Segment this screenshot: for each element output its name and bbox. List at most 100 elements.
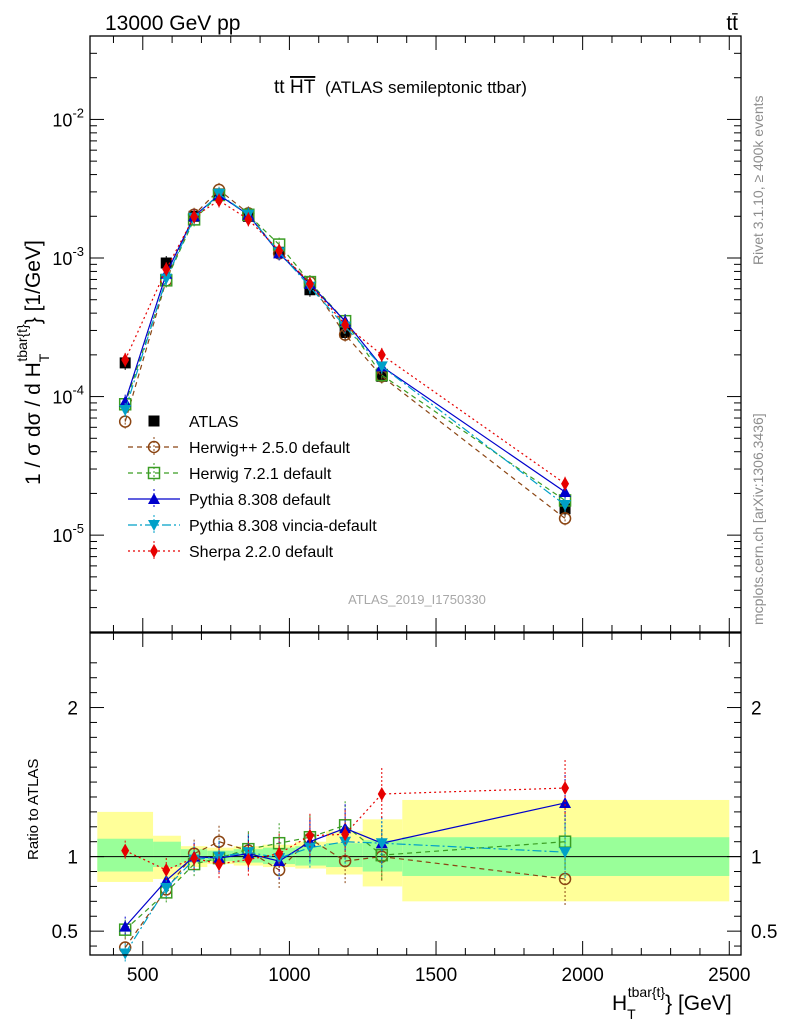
rivet-label: Rivet 3.1.10, ≥ 400k events (750, 95, 766, 265)
ylabel-part-b: } [1/GeV] (22, 240, 45, 324)
y-tick-label: 10-5 (52, 521, 84, 546)
series-line (124, 194, 566, 493)
ratio-y-tick-label: 0.5 (52, 922, 78, 943)
legend-item-data: ATLAS (148, 414, 239, 431)
ratio-frame (89, 632, 742, 956)
title-main: tt (274, 77, 285, 98)
xlabel-sub: T (627, 1006, 636, 1022)
legend-item-herwig7: Herwig 7.2.1 default (128, 463, 332, 483)
main-frame (89, 35, 742, 633)
legend-marker (147, 440, 161, 454)
plot-title: tt HT (ATLAS semileptonic ttbar) (274, 77, 527, 98)
series-line (124, 837, 566, 948)
ylabel-sub: T (36, 353, 52, 362)
data-point (160, 882, 173, 894)
ratio-y-tick-label: 1 (67, 848, 78, 869)
series-line (124, 824, 566, 931)
data-point (558, 512, 572, 525)
legend-label: Herwig 7.2.1 default (189, 466, 332, 483)
xlabel-part-b: } [GeV] (665, 992, 732, 1015)
data-point (119, 920, 132, 932)
legend-label: Sherpa 2.2.0 default (189, 544, 334, 561)
legend-label: Pythia 8.308 vincia-default (189, 518, 377, 535)
data-point (215, 193, 224, 208)
x-tick-label: 1000 (268, 965, 310, 986)
main-series-herwig7 (118, 187, 572, 508)
data-point (377, 787, 386, 801)
legend-item-vincia: Pythia 8.308 vincia-default (128, 515, 377, 535)
data-point (119, 395, 132, 407)
data-point (119, 405, 132, 417)
ratio-uncertainty-bands (97, 799, 730, 902)
xlabel-sup: tbar{t} (628, 984, 666, 1000)
mcplots-label: mcplots.cern.ch [arXiv:1306.3436] (750, 413, 766, 625)
ratio-series-sherpa (121, 760, 570, 883)
legend-label: Herwig++ 2.5.0 default (189, 440, 351, 457)
data-point (275, 243, 284, 258)
legend-item-sherpa: Sherpa 2.2.0 default (128, 541, 334, 561)
data-point (190, 209, 199, 224)
data-point (559, 847, 572, 859)
series-line (124, 787, 566, 871)
data-point (121, 352, 130, 367)
data-point (377, 347, 386, 362)
data-point (561, 476, 570, 491)
data-point (559, 500, 572, 512)
data-point (275, 846, 284, 861)
data-point (305, 828, 314, 843)
data-point (119, 948, 132, 960)
data-point (303, 842, 316, 854)
process-label: tt̄ (726, 12, 738, 35)
band-inner (295, 846, 327, 866)
series-line (124, 194, 566, 501)
svg-text:HTtbar{t}} [GeV]: HTtbar{t}} [GeV] (612, 984, 732, 1022)
legend-marker (147, 466, 161, 480)
legend-marker (148, 493, 160, 504)
xlabel-part-a: H (612, 992, 627, 1015)
legend-marker (148, 520, 160, 531)
data-point (339, 836, 352, 848)
y-tick-label: 10-2 (52, 105, 84, 130)
y-tick-label: 10-4 (52, 383, 84, 408)
x-tick-label: 500 (127, 965, 159, 986)
x-tick-label: 2000 (562, 965, 604, 986)
data-point (244, 212, 253, 227)
series-line (124, 802, 566, 928)
title-suffix: (ATLAS semileptonic ttbar) (325, 78, 527, 97)
ratio-xlabel: HTtbar{t}} [GeV] (612, 984, 732, 1022)
title-overline: HT (290, 77, 316, 98)
data-point (215, 857, 224, 872)
series-line (124, 199, 566, 485)
energy-label: 13000 GeV pp (105, 12, 240, 35)
legend-item-pythia: Pythia 8.308 default (128, 489, 331, 509)
x-tick-label: 2500 (708, 965, 750, 986)
ratio-ylabel: Ratio to ATLAS (25, 759, 42, 860)
data-point (375, 361, 388, 373)
data-point (341, 827, 350, 842)
data-point (561, 781, 570, 796)
ylabel-part-a: 1 / σ dσ / d H (22, 362, 45, 485)
legend: ATLAS Herwig++ 2.5.0 default Herwig 7.2.1 … (128, 414, 377, 561)
band-inner (153, 841, 181, 868)
x-tick-label: 1500 (415, 965, 457, 986)
series-line (124, 841, 566, 954)
main-series-vincia (119, 186, 572, 513)
series-line (124, 193, 566, 506)
ratio-y-tick-label-right: 2 (751, 699, 762, 720)
legend-item-herwigpp: Herwig++ 2.5.0 default (128, 437, 351, 457)
data-point (162, 863, 171, 878)
legend-label: ATLAS (189, 414, 239, 431)
y-tick-label: 10-3 (52, 244, 84, 269)
legend-marker (148, 415, 160, 427)
data-point (559, 485, 572, 497)
ratio-y-tick-label-right: 0.5 (751, 922, 777, 943)
main-series-data (119, 186, 571, 516)
ratio-y-tick-label-right: 1 (751, 848, 762, 869)
ratio-y-tick-label: 2 (67, 699, 78, 720)
data-point (118, 415, 132, 428)
data-point (375, 838, 388, 850)
data-point (244, 852, 253, 867)
main-ylabel: 1 / σ dσ / d HTtbar{t}} [1/GeV] (14, 240, 52, 485)
legend-marker (150, 544, 158, 558)
